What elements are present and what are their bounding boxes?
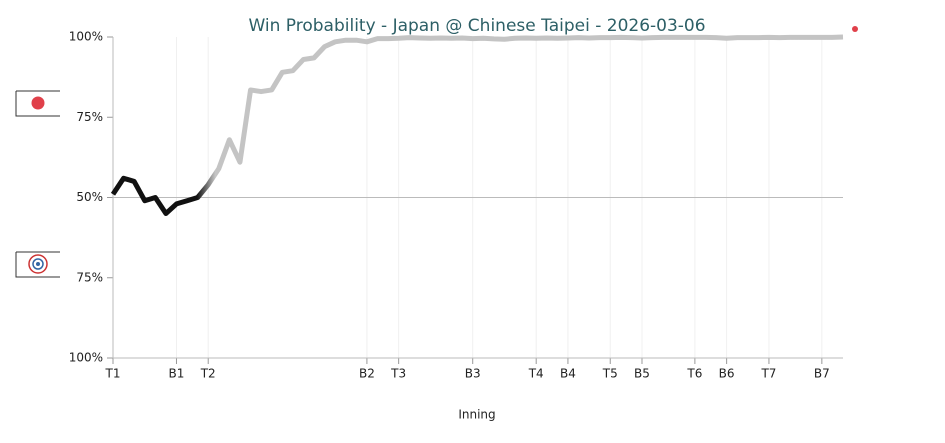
x-tick-label: T3 (390, 367, 406, 381)
x-tick-label: T5 (602, 367, 618, 381)
x-tick-label: B3 (465, 367, 481, 381)
y-tick-label: 100% (69, 351, 103, 365)
x-tick-label: B5 (634, 367, 650, 381)
y-tick-label: 100% (69, 30, 103, 44)
indicator-dot (852, 26, 858, 32)
flag-taipei-core (36, 262, 40, 266)
chart-title: Win Probability - Japan @ Chinese Taipei… (248, 16, 705, 36)
win-probability-line (110, 34, 844, 217)
y-tick-label: 75% (76, 110, 103, 124)
x-tick-label: T7 (760, 367, 776, 381)
x-tick-label: B7 (814, 367, 830, 381)
x-axis-label: Inning (458, 408, 495, 422)
y-tick-label: 75% (76, 270, 103, 284)
x-tick-label: B1 (169, 367, 185, 381)
team-box (15, 90, 60, 117)
flag-japan (31, 96, 45, 110)
x-tick-label: T4 (528, 367, 544, 381)
x-tick-label: B2 (359, 367, 375, 381)
x-tick-label: B6 (719, 367, 735, 381)
team-japan (15, 90, 60, 117)
plot-area: T1 B1 T2 B2 T3 B3 T4 B4 T5 B5 T6 B6 T7 B7 100% 75% 50% 75… (69, 30, 844, 381)
y-tick-label: 50% (76, 190, 103, 204)
x-tick-label: T6 (686, 367, 702, 381)
x-tick-label: T1 (105, 367, 121, 381)
x-tick-label: B4 (560, 367, 576, 381)
team-box (15, 251, 60, 278)
team-taipei (15, 251, 60, 278)
x-tick-label: T2 (200, 367, 216, 381)
